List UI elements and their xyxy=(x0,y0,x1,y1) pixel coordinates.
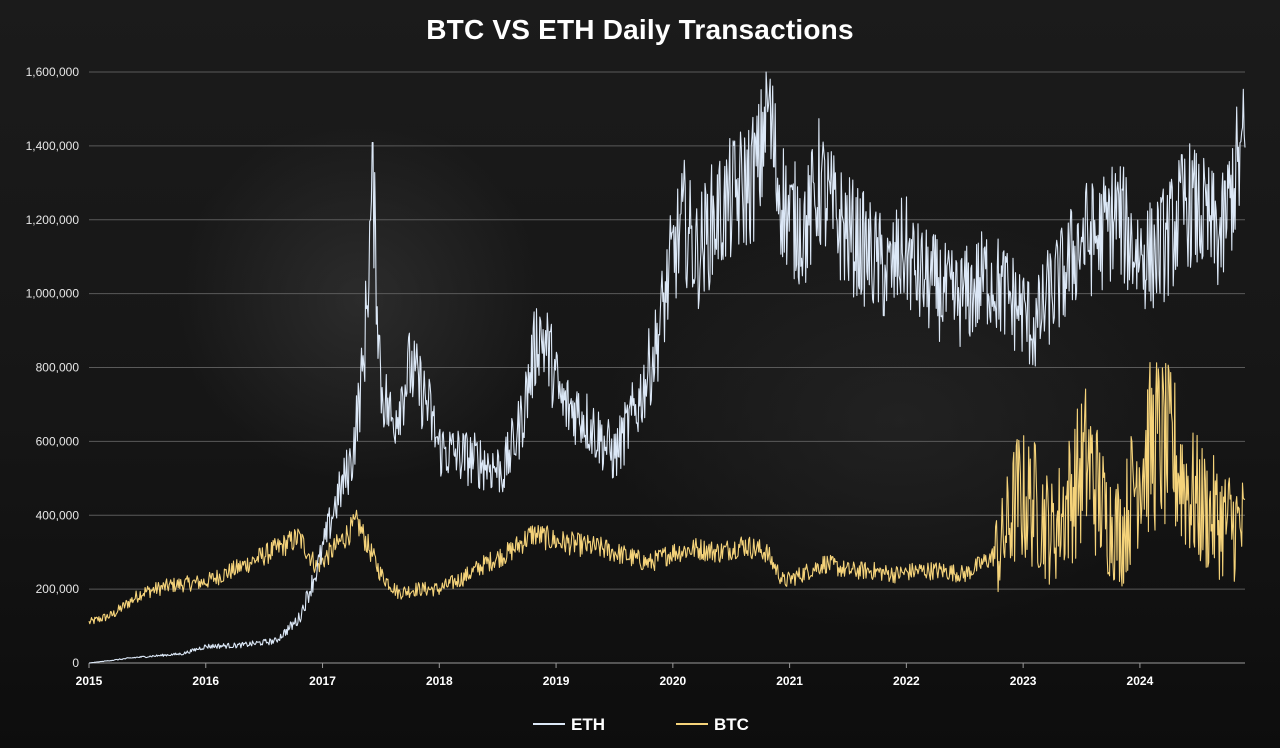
x-tick-label: 2016 xyxy=(192,674,219,688)
y-tick-label: 1,200,000 xyxy=(26,213,80,227)
x-tick-label: 2019 xyxy=(543,674,570,688)
y-tick-label: 400,000 xyxy=(36,508,80,522)
x-tick-label: 2018 xyxy=(426,674,453,688)
x-tick-label: 2021 xyxy=(776,674,803,688)
eth-series-line xyxy=(88,71,1246,664)
y-tick-label: 0 xyxy=(72,656,79,670)
x-tick-label: 2024 xyxy=(1127,674,1154,688)
x-tick-label: 2015 xyxy=(76,674,103,688)
x-tick-label: 2020 xyxy=(659,674,686,688)
chart-title: BTC VS ETH Daily Transactions xyxy=(426,14,854,45)
y-tick-label: 1,000,000 xyxy=(26,287,80,301)
y-tick-label: 200,000 xyxy=(36,582,80,596)
y-tick-label: 1,600,000 xyxy=(26,65,80,79)
legend-label: BTC xyxy=(714,715,749,734)
btc-series-line xyxy=(88,362,1246,625)
y-tick-label: 600,000 xyxy=(36,434,80,448)
y-tick-label: 1,400,000 xyxy=(26,139,80,153)
x-tick-label: 2022 xyxy=(893,674,920,688)
x-tick-label: 2017 xyxy=(309,674,336,688)
legend-label: ETH xyxy=(571,715,605,734)
y-tick-label: 800,000 xyxy=(36,361,80,375)
x-tick-label: 2023 xyxy=(1010,674,1037,688)
